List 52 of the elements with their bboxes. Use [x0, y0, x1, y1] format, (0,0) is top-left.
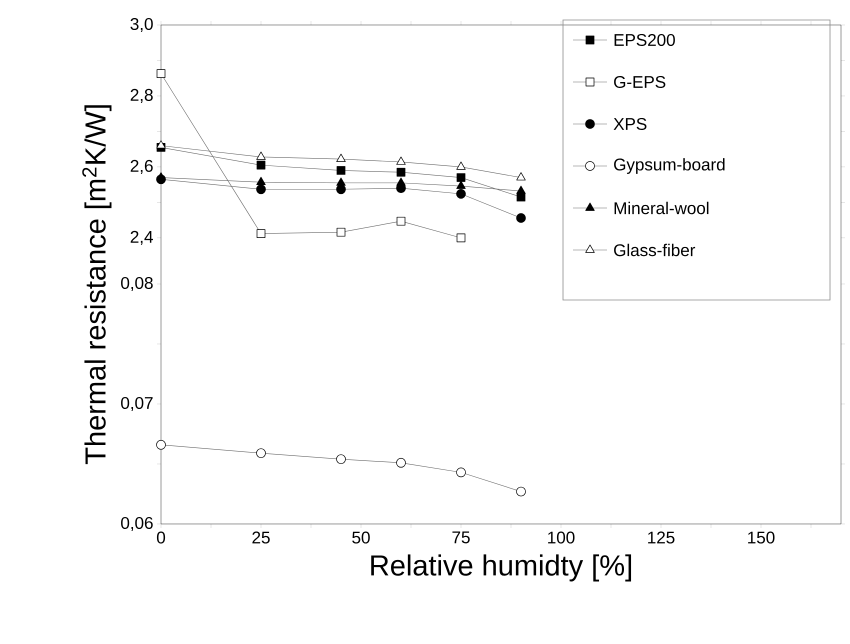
point [336, 166, 346, 175]
x-tick-label: 0 [156, 532, 166, 544]
point [156, 174, 166, 184]
point [396, 216, 406, 226]
point [516, 486, 526, 496]
y-tick-label: 0,07 [121, 396, 153, 412]
point [336, 228, 346, 237]
point [456, 234, 466, 242]
point [256, 176, 266, 186]
point [396, 168, 406, 177]
point [336, 154, 346, 162]
x-tick-label: 125 [648, 532, 674, 544]
legend-label: G-EPS [614, 76, 666, 88]
point [456, 468, 466, 478]
y-tick-label: 0,06 [121, 516, 153, 532]
x-tick-label: 75 [452, 532, 470, 544]
point [456, 162, 466, 170]
x-tick-label: 100 [548, 532, 575, 544]
point [516, 186, 526, 194]
point [516, 192, 526, 202]
point [516, 172, 526, 180]
legend-label: Glass-fiber [614, 244, 696, 256]
point [256, 184, 266, 194]
y-tick-label: 0,08 [121, 276, 153, 292]
point [396, 156, 406, 165]
point [256, 160, 266, 170]
point [396, 458, 406, 468]
y-tick-label: 2,6 [130, 160, 153, 174]
y-tick-label: 3,0 [130, 18, 153, 32]
y-axis-title: Thermal resistance [m$^{2}$K/W] [82, 105, 112, 464]
y-tick-label: 2,4 [130, 230, 153, 245]
point [156, 69, 166, 78]
x-tick-label: 150 [748, 532, 775, 544]
point [256, 152, 266, 160]
point [516, 213, 526, 223]
point [456, 180, 466, 189]
point [156, 440, 166, 450]
legend-label: EPS200 [614, 34, 675, 46]
point [456, 189, 466, 199]
point [256, 229, 266, 238]
x-axis-title: Relative humidty [%] [371, 554, 632, 582]
point [336, 184, 346, 194]
point [336, 454, 346, 464]
legend-label: XPS [614, 118, 646, 130]
y-tick-label: 2,8 [130, 88, 153, 103]
point [456, 173, 466, 182]
point [256, 448, 266, 458]
legend-label: Gypsum-board [614, 158, 725, 174]
legend-label: Mineral-wool [614, 202, 708, 214]
point [156, 140, 166, 148]
x-tick-label: 25 [252, 532, 270, 544]
x-tick-label: 50 [352, 532, 370, 544]
